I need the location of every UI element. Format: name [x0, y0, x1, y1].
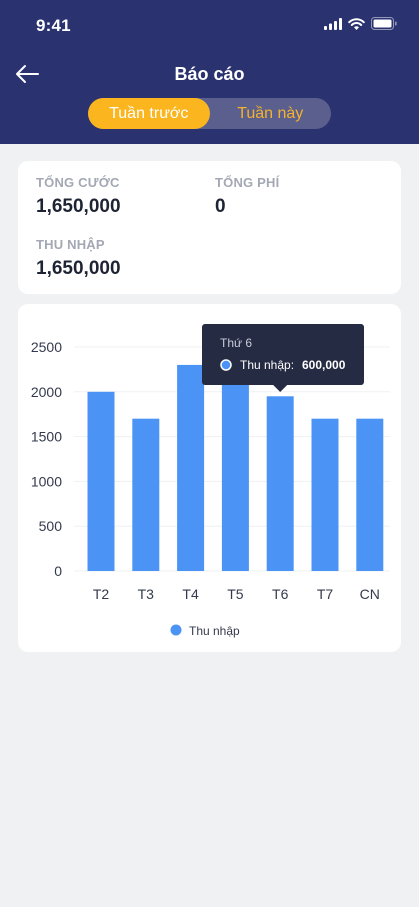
x-tick-label: T7: [317, 586, 334, 602]
page-title: Báo cáo: [174, 64, 245, 84]
total-fare-value: 1,650,000: [36, 196, 121, 217]
y-tick-label: 2500: [31, 339, 62, 355]
battery-icon: [371, 17, 397, 30]
status-time: 9:41: [36, 16, 71, 35]
income-value: 1,650,000: [36, 258, 121, 279]
tooltip-title: Thứ 6: [220, 336, 252, 350]
y-tick-label: 1500: [31, 429, 62, 445]
y-tick-label: 2000: [31, 384, 62, 400]
bar-t3[interactable]: [132, 418, 160, 571]
chart-card: 0 500 1000 1500 2000 2500 T2 T3 T4 T5 T6 T7 CN Thu nh…: [18, 304, 401, 652]
tooltip-box: [202, 324, 364, 385]
total-fee-label: TỔNG PHÍ: [215, 175, 280, 190]
tooltip-label: Thu nhập:: [240, 358, 294, 372]
income-label: THU NHẬP: [36, 237, 105, 252]
x-tick-label: T5: [227, 586, 244, 602]
tooltip-value: 600,000: [302, 358, 346, 372]
stat-total-fare: TỔNG CƯỚC 1,650,000: [36, 175, 121, 218]
x-tick-label: T2: [93, 586, 110, 602]
bar-t6[interactable]: [266, 396, 294, 571]
x-tick-label: CN: [360, 586, 380, 602]
x-tick-label: T6: [272, 586, 289, 602]
y-tick-label: 0: [54, 563, 62, 579]
bar-cn[interactable]: [356, 418, 384, 571]
total-fee-value: 0: [215, 196, 226, 217]
week-toggle: Tuần trước Tuần này: [88, 98, 331, 129]
bar-t5[interactable]: [221, 373, 249, 571]
total-fare-label: TỔNG CƯỚC: [36, 175, 120, 190]
back-arrow-icon[interactable]: [14, 62, 40, 86]
legend-label: Thu nhập: [189, 624, 240, 638]
tooltip-marker: [220, 359, 232, 371]
app-header: 9:41 Báo cáo Tuần trước Tuần này: [0, 0, 419, 144]
status-icons: [324, 17, 397, 30]
y-tick-label: 1000: [31, 473, 62, 489]
tooltip-pointer: [273, 385, 288, 392]
signal-icon: [324, 17, 342, 30]
tab-this-week[interactable]: Tuần này: [237, 104, 304, 122]
wifi-icon: [348, 17, 365, 30]
legend-marker: [170, 624, 182, 636]
summary-card: TỔNG CƯỚC 1,650,000 TỔNG PHÍ 0 THU NHẬP …: [18, 161, 401, 294]
bar-t4[interactable]: [177, 364, 205, 571]
income-bar-chart: 0 500 1000 1500 2000 2500 T2 T3 T4 T5 T6 T7 CN Thu nh…: [31, 324, 390, 638]
bar-t2[interactable]: [87, 391, 115, 571]
bar-t7[interactable]: [311, 418, 339, 571]
tab-last-week[interactable]: Tuần trước: [88, 98, 210, 129]
stat-income: THU NHẬP 1,650,000: [36, 237, 121, 280]
stat-total-fee: TỔNG PHÍ 0: [215, 175, 279, 218]
x-tick-label: T3: [138, 586, 155, 602]
y-tick-label: 500: [39, 518, 63, 534]
x-tick-label: T4: [182, 586, 199, 602]
